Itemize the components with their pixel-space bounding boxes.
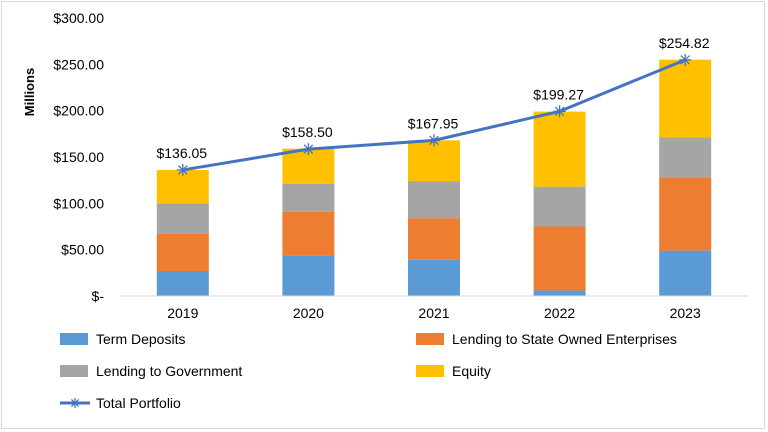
line-marker (553, 105, 566, 118)
data-label: $254.82 (659, 35, 710, 51)
y-tick-label: $- (92, 288, 105, 304)
legend-item: Lending to Government (60, 363, 242, 379)
y-tick-label: $50.00 (61, 242, 104, 258)
x-tick-label: 2023 (670, 305, 701, 321)
bar-segment (408, 140, 460, 182)
x-tick-label: 2021 (418, 305, 449, 321)
legend-label: Total Portfolio (96, 395, 181, 411)
legend-item: Term Deposits (60, 331, 185, 347)
legend-item: Lending to State Owned Enterprises (416, 331, 677, 347)
data-label: $158.50 (282, 124, 333, 140)
bar-segment (156, 203, 209, 234)
bar-segment (659, 59, 712, 138)
bar-segment (533, 290, 586, 296)
bar-segment (533, 111, 586, 187)
bar-segment (156, 233, 209, 271)
legend-swatch (416, 333, 444, 345)
bar-segment (282, 255, 335, 296)
data-label: $199.27 (533, 86, 584, 102)
bar-segment (408, 181, 460, 219)
legend-swatch (60, 333, 88, 345)
bar-segment (408, 218, 460, 260)
legend-label: Lending to State Owned Enterprises (452, 331, 677, 347)
bar-segment (533, 186, 586, 227)
x-tick-label: 2020 (293, 305, 324, 321)
legend-label: Equity (452, 363, 491, 379)
y-tick-label: $300.00 (53, 10, 104, 26)
y-tick-label: $200.00 (53, 103, 104, 119)
y-tick-label: $250.00 (53, 56, 104, 72)
bars (156, 59, 712, 296)
bar-segment (659, 250, 712, 296)
line-marker (428, 134, 440, 147)
x-tick-label: 2022 (544, 305, 575, 321)
bar-segment (156, 270, 209, 296)
bar-segment (533, 226, 586, 291)
line-marker (176, 163, 189, 176)
x-tick-label: 2019 (167, 305, 198, 321)
legend-item: Equity (416, 363, 491, 379)
bar-segment (659, 177, 712, 251)
line-marker (302, 143, 315, 156)
line-marker (70, 398, 80, 408)
data-label: $167.95 (408, 115, 459, 131)
bar-segment (282, 183, 335, 212)
legend-label: Term Deposits (96, 331, 185, 347)
line-marker (679, 53, 692, 66)
x-axis-ticks: 2019 2020 2021 2022 2023 (167, 305, 701, 321)
legend: Term Deposits Lending to State Owned Ente… (60, 331, 677, 411)
legend-item: Total Portfolio (60, 395, 181, 411)
bar-segment (659, 137, 712, 178)
y-tick-label: $100.00 (53, 195, 104, 211)
total-portfolio-line: $136.05 $158.50 $167.95 $199.27 $254.82 (156, 35, 710, 176)
y-axis-label: Millions (22, 68, 37, 116)
y-tick-label: $150.00 (53, 149, 104, 165)
legend-swatch (416, 365, 444, 377)
y-axis-ticks: $- $50.00 $100.00 $150.00 $200.00 $250.00 $300… (53, 10, 104, 304)
legend-swatch (60, 365, 88, 377)
bar-segment (408, 259, 460, 296)
data-label: $136.05 (156, 145, 207, 161)
bar-segment (282, 211, 335, 256)
legend-label: Lending to Government (96, 363, 242, 379)
